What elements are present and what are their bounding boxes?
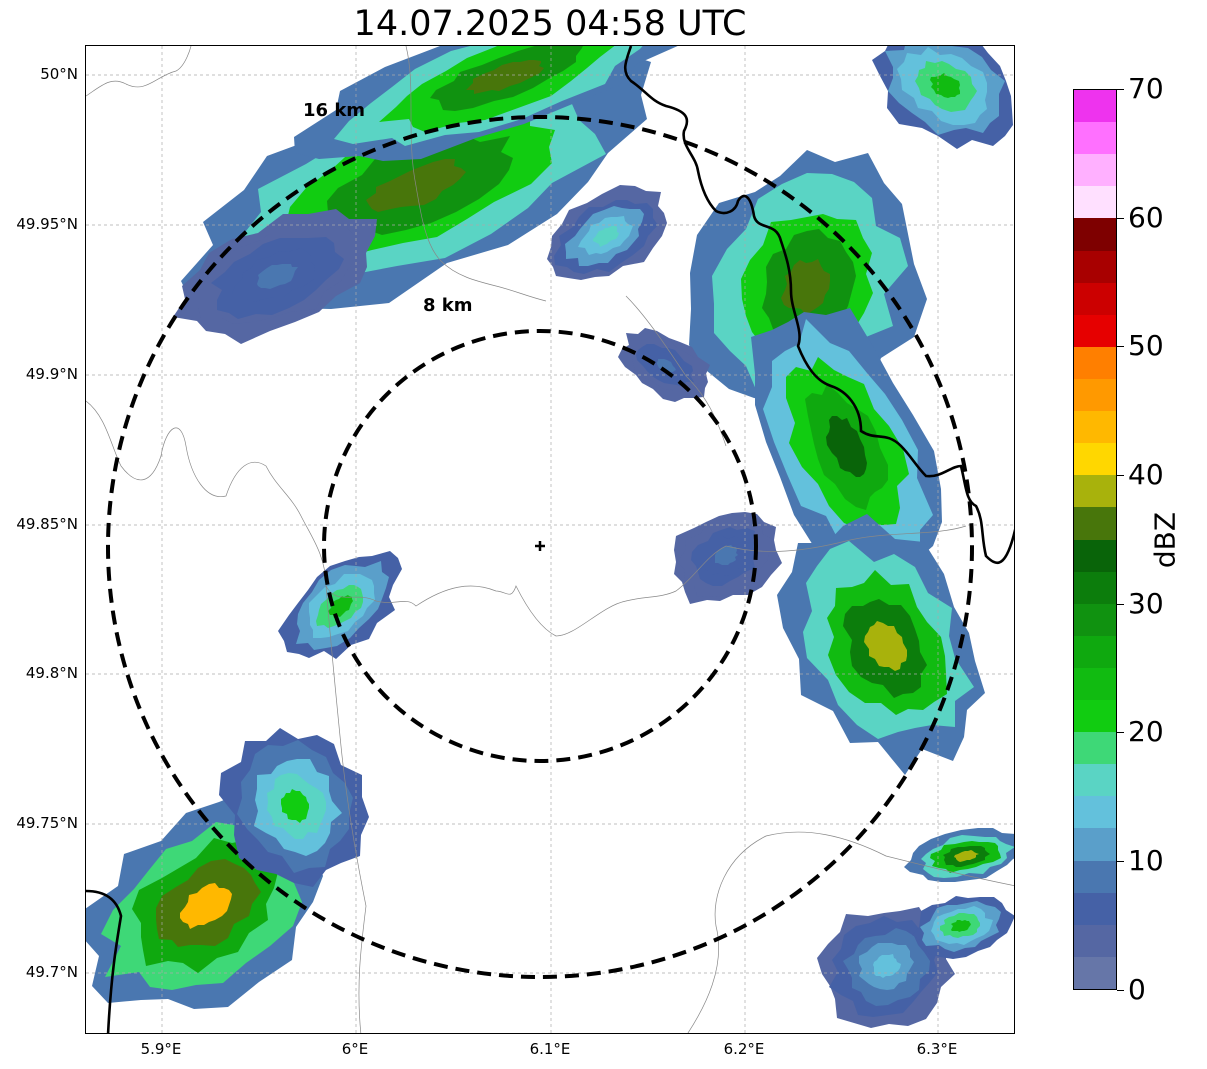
cb-tick-10 xyxy=(1117,861,1124,862)
lon-label-6: 6°E xyxy=(341,1040,369,1058)
range-ring-8km xyxy=(322,329,758,763)
chart-title: 14.07.2025 04:58 UTC xyxy=(353,4,747,44)
colorbar-title: dBZ xyxy=(1148,511,1182,569)
lon-label-6-1: 6.1°E xyxy=(529,1040,571,1058)
colorbar-segment xyxy=(1074,764,1116,796)
colorbar-segment xyxy=(1074,443,1116,475)
colorbar-segment xyxy=(1074,507,1116,540)
colorbar-segment xyxy=(1074,122,1116,154)
ring-label-8km: 8 km xyxy=(423,295,473,316)
lat-label-50: 50°N xyxy=(40,65,78,83)
colorbar-segment xyxy=(1074,218,1116,251)
colorbar-segment xyxy=(1074,700,1116,732)
colorbar-segment xyxy=(1074,154,1116,186)
cb-tick-60 xyxy=(1117,218,1124,219)
range-ring-16km xyxy=(106,115,974,979)
cb-label-40: 40 xyxy=(1128,458,1164,491)
cb-tick-50 xyxy=(1117,346,1124,347)
colorbar-segment xyxy=(1074,925,1116,957)
colorbar-segment xyxy=(1074,828,1116,861)
country-border-river xyxy=(86,46,1014,1033)
lat-label-49-8: 49.8°N xyxy=(25,664,78,682)
lon-label-6-3: 6.3°E xyxy=(916,1040,958,1058)
colorbar-segment xyxy=(1074,411,1116,443)
cb-label-50: 50 xyxy=(1128,329,1164,362)
cb-tick-20 xyxy=(1117,732,1124,733)
colorbar-segment xyxy=(1074,347,1116,379)
colorbar-segment xyxy=(1074,90,1116,122)
colorbar-segment xyxy=(1074,732,1116,764)
lat-label-49-7: 49.7°N xyxy=(25,963,78,981)
colorbar xyxy=(1073,89,1117,990)
colorbar-segment xyxy=(1074,957,1116,989)
cb-tick-0 xyxy=(1117,990,1124,991)
cb-tick-70 xyxy=(1117,89,1124,90)
lon-label-6-2: 6.2°E xyxy=(723,1040,765,1058)
colorbar-segment xyxy=(1074,475,1116,507)
cb-label-70: 70 xyxy=(1128,72,1164,105)
colorbar-segment xyxy=(1074,796,1116,828)
cb-label-60: 60 xyxy=(1128,201,1164,234)
colorbar-segment xyxy=(1074,540,1116,572)
lat-label-49-9: 49.9°N xyxy=(25,365,78,383)
cb-tick-40 xyxy=(1117,475,1124,476)
reflectivity-echoes xyxy=(86,46,1014,1028)
cb-tick-30 xyxy=(1117,604,1124,605)
cb-label-30: 30 xyxy=(1128,587,1164,620)
colorbar-segment xyxy=(1074,604,1116,636)
lon-label-5-9: 5.9°E xyxy=(140,1040,182,1058)
lat-lon-gridlines xyxy=(86,46,1014,1033)
colorbar-segment xyxy=(1074,251,1116,283)
colorbar-segment xyxy=(1074,636,1116,668)
colorbar-segment xyxy=(1074,315,1116,347)
cb-label-0: 0 xyxy=(1128,973,1146,1006)
lat-label-49-85: 49.85°N xyxy=(16,515,78,533)
radar-map[interactable] xyxy=(85,45,1015,1034)
lat-label-49-75: 49.75°N xyxy=(16,814,78,832)
colorbar-segment xyxy=(1074,668,1116,700)
colorbar-segment xyxy=(1074,186,1116,218)
colorbar-segment xyxy=(1074,893,1116,925)
colorbar-segment xyxy=(1074,572,1116,604)
ring-label-16km: 16 km xyxy=(303,100,366,121)
colorbar-segment xyxy=(1074,379,1116,411)
radar-site-marker xyxy=(535,541,545,551)
colorbar-segment xyxy=(1074,861,1116,893)
lat-label-49-95: 49.95°N xyxy=(16,215,78,233)
colorbar-segment xyxy=(1074,283,1116,315)
range-rings xyxy=(106,115,974,979)
cb-label-10: 10 xyxy=(1128,844,1164,877)
cb-label-20: 20 xyxy=(1128,715,1164,748)
